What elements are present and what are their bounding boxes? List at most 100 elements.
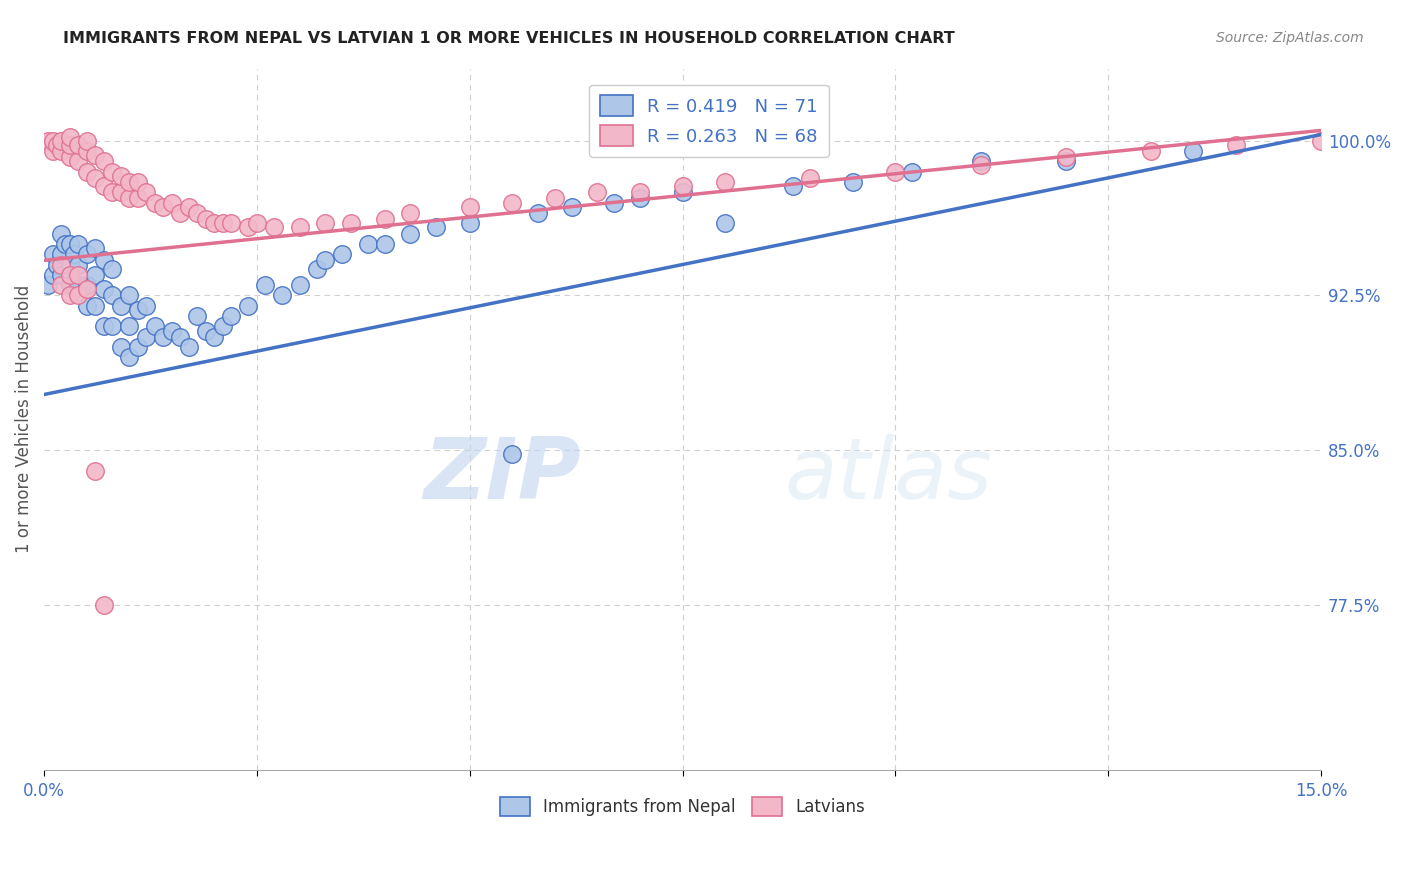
Point [212, 216, 235, 230]
Point [59, 288, 82, 302]
Text: atlas: atlas [785, 434, 993, 516]
Point [101, 164, 124, 178]
Point [49, 144, 72, 158]
Point [143, 195, 166, 210]
Point [314, 253, 336, 268]
Point [186, 206, 208, 220]
Point [67, 236, 90, 251]
Point [169, 206, 191, 220]
Point [425, 220, 447, 235]
Point [93, 253, 115, 268]
Point [399, 206, 422, 220]
Point [110, 340, 132, 354]
Point [288, 220, 311, 235]
Point [118, 175, 141, 189]
Point [37, 278, 59, 293]
Point [314, 216, 336, 230]
Point [330, 247, 353, 261]
Point [59, 150, 82, 164]
Point [118, 192, 141, 206]
Point [458, 200, 481, 214]
Point [41, 247, 63, 261]
Point [135, 299, 157, 313]
Point [152, 200, 174, 214]
Point [101, 288, 124, 302]
Point [254, 278, 277, 293]
Point [246, 216, 269, 230]
Point [212, 319, 235, 334]
Point [67, 278, 90, 293]
Point [1310, 134, 1333, 148]
Point [127, 192, 149, 206]
Point [374, 212, 396, 227]
Point [63, 247, 86, 261]
Point [603, 195, 626, 210]
Point [1225, 137, 1247, 152]
Text: ZIP: ZIP [423, 434, 581, 516]
Point [1139, 144, 1161, 158]
Point [49, 268, 72, 282]
Y-axis label: 1 or more Vehicles in Household: 1 or more Vehicles in Household [15, 285, 32, 553]
Point [221, 216, 243, 230]
Point [93, 598, 115, 612]
Point [561, 200, 583, 214]
Text: Source: ZipAtlas.com: Source: ZipAtlas.com [1216, 31, 1364, 45]
Point [152, 330, 174, 344]
Point [177, 340, 200, 354]
Point [49, 227, 72, 241]
Point [263, 220, 285, 235]
Point [84, 464, 107, 478]
Point [59, 258, 82, 272]
Point [45, 137, 67, 152]
Point [202, 330, 225, 344]
Point [671, 179, 693, 194]
Point [118, 351, 141, 365]
Point [67, 268, 90, 282]
Point [901, 164, 924, 178]
Point [586, 186, 609, 200]
Point [527, 206, 550, 220]
Point [782, 179, 804, 194]
Point [1182, 144, 1205, 158]
Point [93, 179, 115, 194]
Point [76, 282, 98, 296]
Point [49, 247, 72, 261]
Point [41, 144, 63, 158]
Point [118, 319, 141, 334]
Point [399, 227, 422, 241]
Point [41, 134, 63, 148]
Point [93, 319, 115, 334]
Point [374, 236, 396, 251]
Point [101, 186, 124, 200]
Point [884, 164, 907, 178]
Point [288, 278, 311, 293]
Point [169, 330, 191, 344]
Point [339, 216, 361, 230]
Point [118, 288, 141, 302]
Point [458, 216, 481, 230]
Point [628, 186, 651, 200]
Point [41, 268, 63, 282]
Point [76, 144, 98, 158]
Point [194, 212, 217, 227]
Point [271, 288, 294, 302]
Point [76, 134, 98, 148]
Point [101, 319, 124, 334]
Point [1054, 154, 1077, 169]
Point [84, 148, 107, 162]
Point [84, 170, 107, 185]
Point [714, 175, 737, 189]
Point [84, 299, 107, 313]
Point [628, 192, 651, 206]
Text: IMMIGRANTS FROM NEPAL VS LATVIAN 1 OR MORE VEHICLES IN HOUSEHOLD CORRELATION CHA: IMMIGRANTS FROM NEPAL VS LATVIAN 1 OR MO… [63, 31, 955, 46]
Point [135, 186, 157, 200]
Point [221, 309, 243, 323]
Point [49, 258, 72, 272]
Point [59, 137, 82, 152]
Point [186, 309, 208, 323]
Point [969, 154, 991, 169]
Point [93, 282, 115, 296]
Point [160, 324, 183, 338]
Point [84, 241, 107, 255]
Point [842, 175, 865, 189]
